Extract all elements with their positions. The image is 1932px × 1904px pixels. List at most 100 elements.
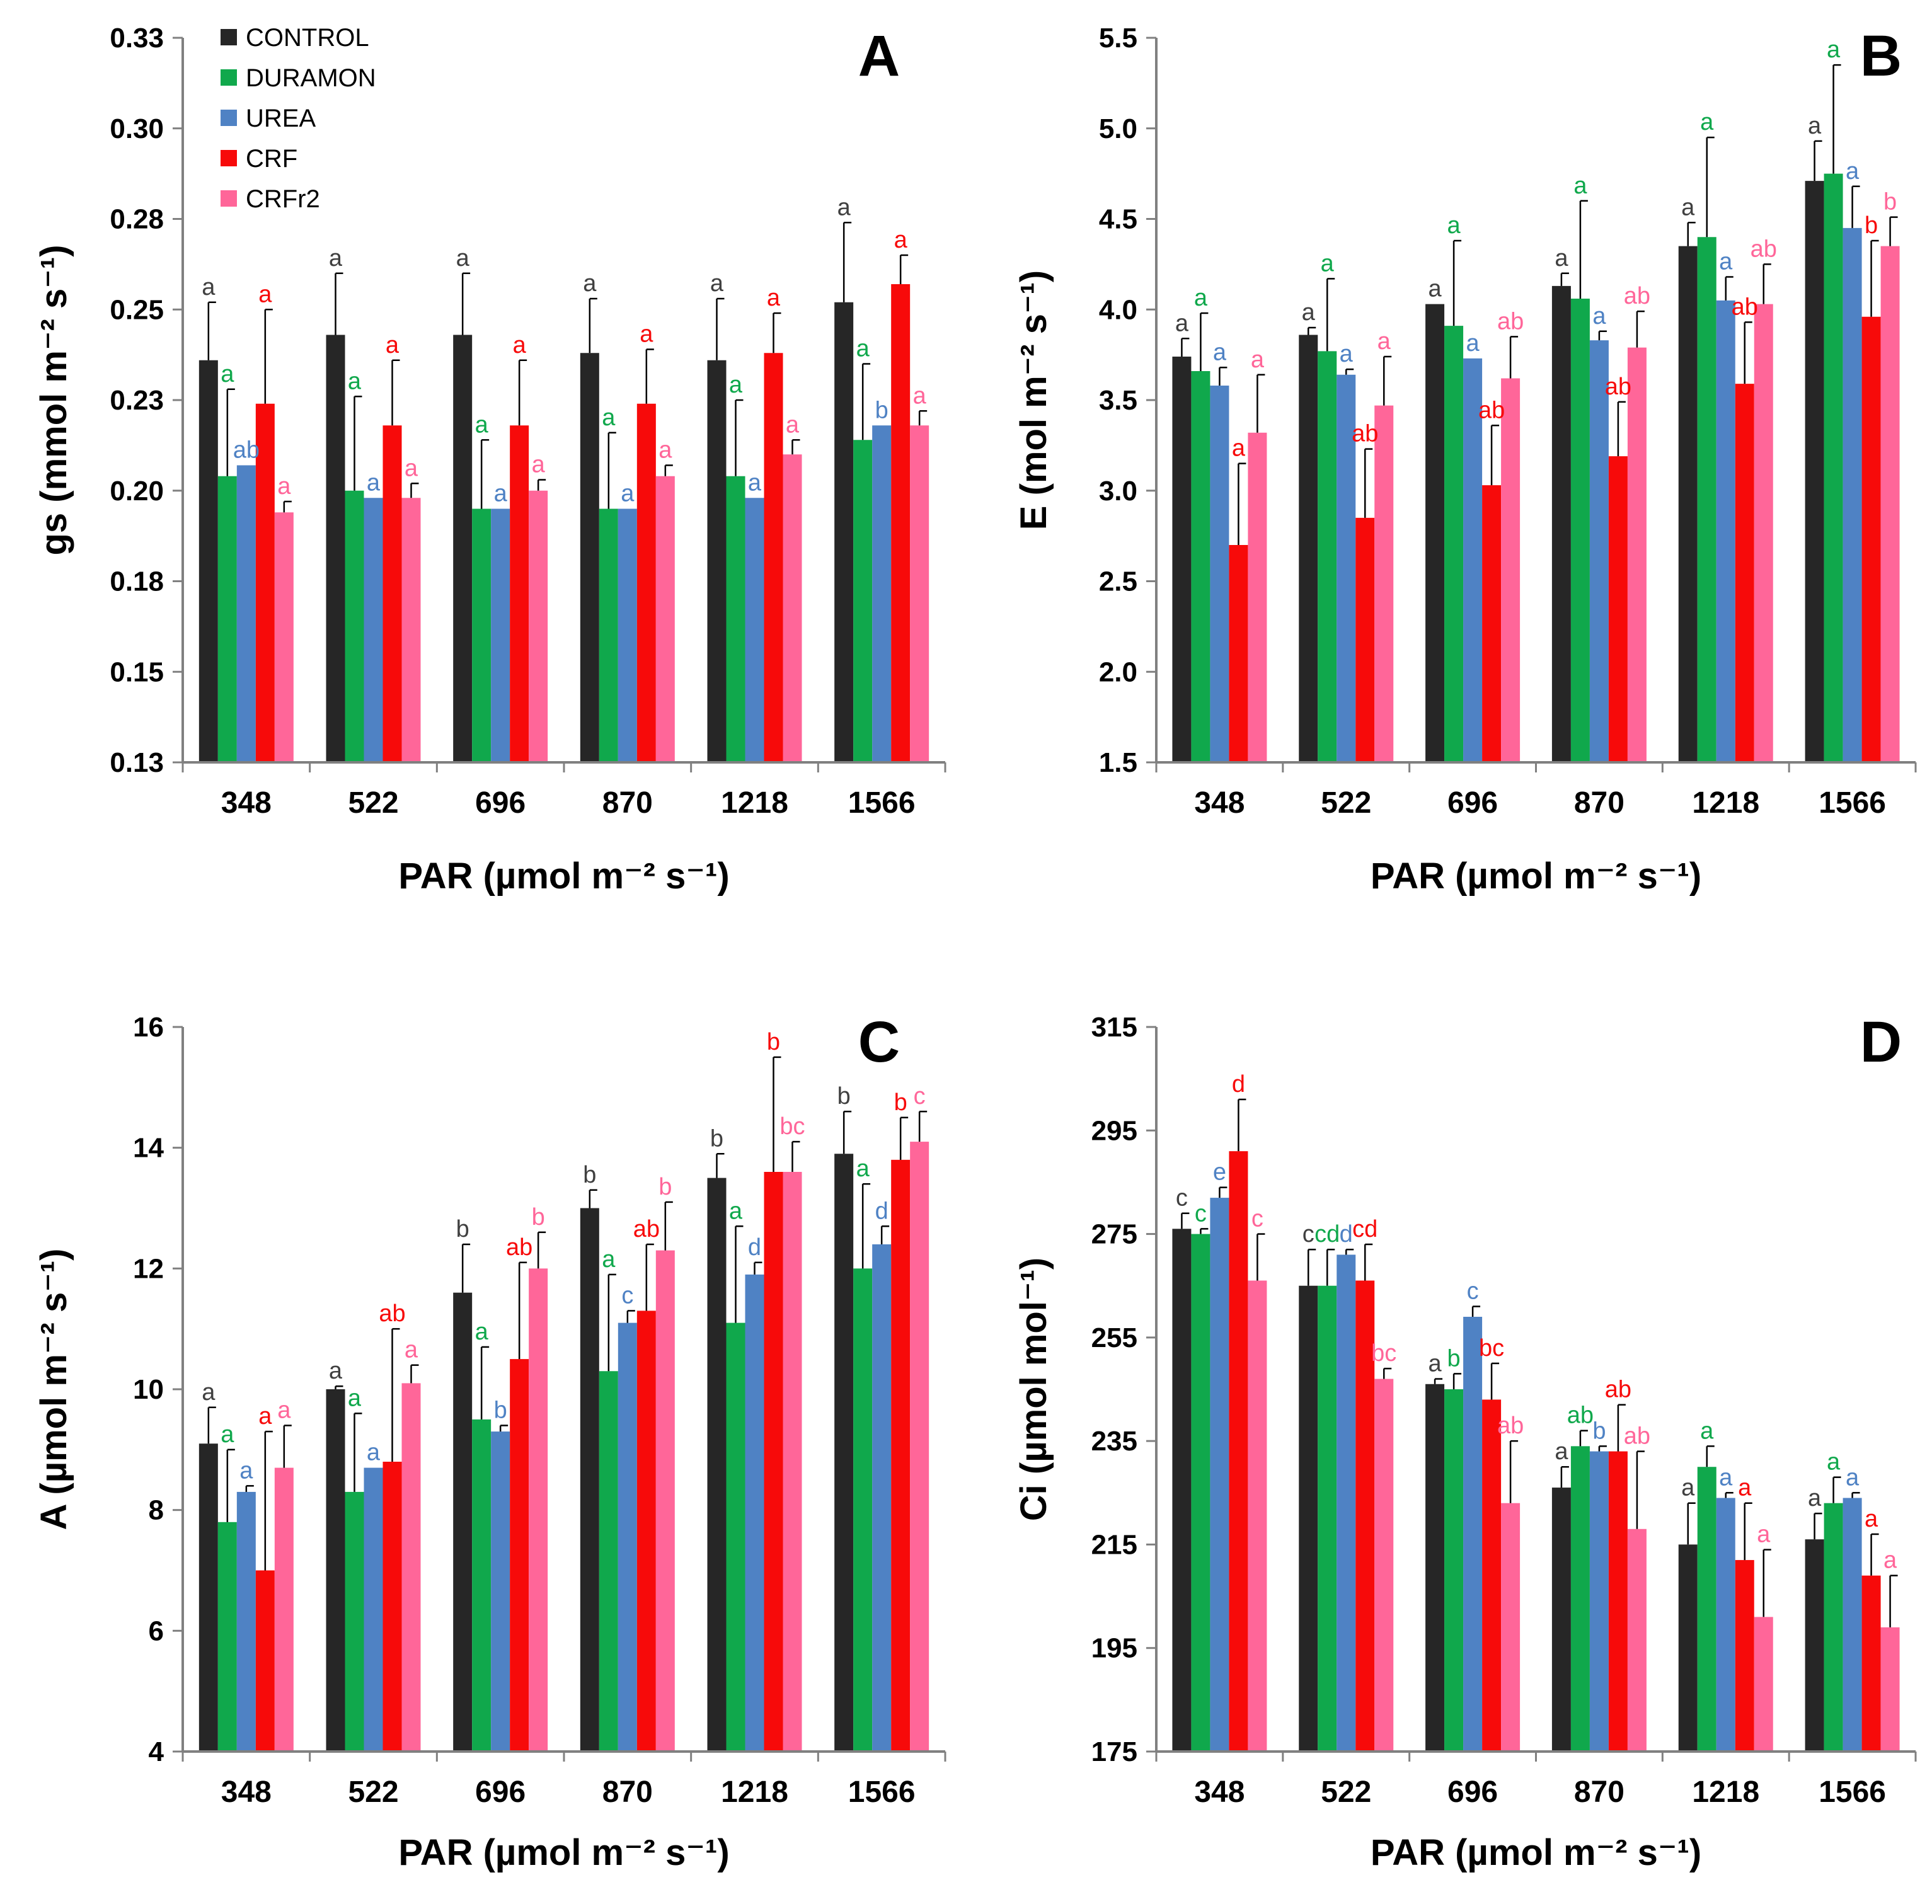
bar-duramon-1218 xyxy=(726,476,745,762)
y-tick-label: 12 xyxy=(133,1253,164,1284)
y-axis-title: Ci (µmol mol⁻¹) xyxy=(1013,1258,1054,1521)
y-tick-label: 235 xyxy=(1091,1426,1137,1457)
sig-label-duramon-1218: a xyxy=(1700,1418,1714,1444)
sig-label-crfr2-870: b xyxy=(658,1174,672,1200)
y-tick-label: 0.20 xyxy=(110,476,164,507)
sig-label-urea-348: a xyxy=(1213,339,1227,365)
bar-urea-870 xyxy=(1589,340,1609,762)
x-tick-label: 348 xyxy=(221,786,272,820)
bar-duramon-348 xyxy=(217,476,237,762)
bar-crf-522 xyxy=(382,1462,402,1752)
sig-label-duramon-348: a xyxy=(221,1421,234,1448)
sig-label-crf-348: a xyxy=(258,1403,272,1430)
bar-urea-1566 xyxy=(872,1244,892,1752)
x-tick-label: 522 xyxy=(348,1775,398,1809)
bar-duramon-1218 xyxy=(1697,237,1716,762)
legend-swatch xyxy=(221,150,237,166)
sig-label-crf-1566: b xyxy=(1865,212,1878,239)
bar-duramon-1218 xyxy=(1697,1467,1716,1752)
bar-duramon-870 xyxy=(599,508,618,762)
x-tick-label: 870 xyxy=(1574,1775,1624,1809)
sig-label-duramon-696: b xyxy=(1447,1345,1461,1372)
bar-control-696 xyxy=(453,335,473,762)
sig-label-crf-1566: a xyxy=(1865,1506,1878,1532)
bar-duramon-870 xyxy=(1570,299,1590,762)
sig-label-duramon-1218: a xyxy=(729,1198,743,1224)
sig-label-crf-696: ab xyxy=(506,1234,532,1261)
bar-crf-870 xyxy=(1608,1451,1628,1752)
sig-label-duramon-870: a xyxy=(602,404,616,431)
bar-control-1566 xyxy=(1805,181,1824,762)
sig-label-crfr2-1566: c xyxy=(914,1083,926,1110)
sig-label-urea-696: a xyxy=(1466,330,1480,357)
sig-label-crfr2-1566: a xyxy=(1883,1547,1897,1574)
sig-label-control-348: a xyxy=(202,1379,216,1406)
x-tick-label: 348 xyxy=(1194,1775,1245,1809)
legend-swatch xyxy=(221,69,237,86)
sig-label-crfr2-870: ab xyxy=(1624,1423,1650,1450)
bar-crf-696 xyxy=(1482,485,1502,762)
x-tick-label: 522 xyxy=(348,786,398,820)
x-tick-label: 1218 xyxy=(721,786,788,820)
bar-duramon-870 xyxy=(1570,1446,1590,1752)
y-axis-title: A (µmol m⁻² s⁻¹) xyxy=(33,1249,74,1530)
bar-crfr2-1566 xyxy=(910,1142,929,1752)
legend-label: UREA xyxy=(246,105,316,132)
bar-crfr2-870 xyxy=(655,476,675,762)
sig-label-control-870: a xyxy=(1555,245,1568,272)
y-tick-label: 8 xyxy=(149,1495,164,1526)
sig-label-control-522: c xyxy=(1302,1221,1314,1247)
sig-label-control-1566: a xyxy=(837,194,851,221)
sig-label-urea-1566: a xyxy=(1846,158,1860,185)
sig-label-duramon-696: a xyxy=(475,1319,489,1345)
bar-crfr2-348 xyxy=(274,1467,294,1752)
bar-urea-348 xyxy=(236,465,256,762)
y-tick-label: 0.25 xyxy=(110,294,164,325)
bar-crfr2-696 xyxy=(1501,1503,1521,1752)
sig-label-control-696: a xyxy=(1429,276,1442,302)
sig-label-control-696: b xyxy=(456,1216,469,1242)
sig-label-crfr2-348: a xyxy=(277,473,291,500)
bar-crfr2-348 xyxy=(274,512,294,762)
sig-label-duramon-522: a xyxy=(348,368,362,394)
bar-crfr2-1218 xyxy=(783,1172,802,1752)
sig-label-duramon-870: ab xyxy=(1567,1402,1594,1429)
sig-label-urea-522: a xyxy=(367,1440,381,1466)
y-tick-label: 3.5 xyxy=(1099,385,1137,416)
bar-control-1566 xyxy=(834,1154,854,1752)
legend-entry-duramon: DURAMON xyxy=(221,64,376,92)
bar-urea-522 xyxy=(364,1467,383,1752)
bar-urea-348 xyxy=(1210,386,1229,762)
sig-label-duramon-1566: a xyxy=(1827,1449,1841,1476)
bar-duramon-522 xyxy=(345,490,364,762)
bar-control-522 xyxy=(1299,1285,1318,1752)
bar-control-870 xyxy=(580,1208,599,1752)
bar-urea-348 xyxy=(1210,1198,1229,1752)
bar-crf-522 xyxy=(382,425,402,762)
sig-label-duramon-870: a xyxy=(1573,173,1587,199)
y-tick-label: 0.18 xyxy=(110,566,164,597)
bar-crf-696 xyxy=(510,1359,529,1752)
x-tick-label: 348 xyxy=(1194,786,1245,820)
sig-label-control-1218: b xyxy=(710,1125,723,1152)
legend-swatch xyxy=(221,29,237,45)
bar-control-1566 xyxy=(834,302,854,762)
sig-label-crf-696: bc xyxy=(1479,1335,1504,1362)
legend-swatch xyxy=(221,190,237,207)
sig-label-control-870: b xyxy=(583,1162,596,1188)
sig-label-crf-1566: b xyxy=(894,1089,907,1116)
sig-label-duramon-348: c xyxy=(1195,1200,1207,1227)
sig-label-control-870: a xyxy=(1555,1438,1568,1465)
bar-urea-696 xyxy=(1463,358,1483,762)
legend-swatch xyxy=(221,110,237,126)
sig-label-crfr2-348: c xyxy=(1251,1206,1263,1232)
bar-duramon-1218 xyxy=(726,1322,745,1752)
bar-urea-696 xyxy=(491,508,510,762)
y-tick-label: 1.5 xyxy=(1099,747,1137,778)
x-axis-title: PAR (µmol m⁻² s⁻¹) xyxy=(1371,1832,1701,1873)
sig-label-duramon-1218: a xyxy=(729,372,743,398)
bar-duramon-522 xyxy=(345,1491,364,1752)
y-tick-label: 3.0 xyxy=(1099,476,1137,507)
sig-label-crfr2-696: a xyxy=(532,452,546,478)
